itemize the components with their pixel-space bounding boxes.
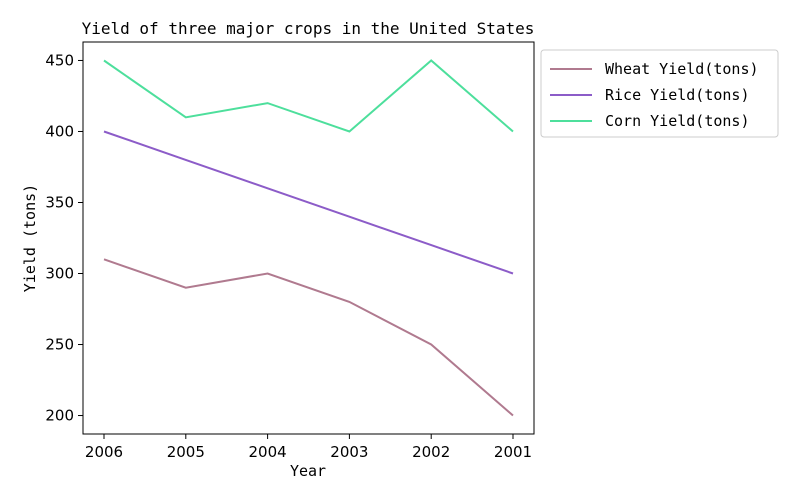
- x-tick-label: 2002: [412, 443, 450, 461]
- x-tick-label: 2004: [249, 443, 287, 461]
- plot-area: [82, 41, 535, 435]
- legend-label-rice: Rice Yield(tons): [605, 86, 750, 104]
- series-lines: [103, 59, 514, 417]
- x-tick-label: 2001: [494, 443, 532, 461]
- x-tick-label: 2003: [330, 443, 368, 461]
- x-tick-label: 2006: [85, 443, 123, 461]
- legend-label-wheat: Wheat Yield(tons): [605, 60, 759, 78]
- y-tick-label: 400: [45, 122, 74, 140]
- y-axis: 200 250 300 350 400 450: [45, 51, 83, 425]
- y-tick-label: 450: [45, 51, 74, 69]
- y-tick-label: 200: [45, 407, 74, 425]
- series-line-wheat: [103, 258, 514, 417]
- y-tick-label: 250: [45, 336, 74, 354]
- series-line-corn: [103, 59, 514, 133]
- y-axis-label: Yield (tons): [21, 184, 39, 292]
- x-tick-label: 2005: [167, 443, 205, 461]
- series-line-rice: [103, 130, 514, 275]
- y-tick-label: 300: [45, 265, 74, 283]
- legend: Wheat Yield(tons) Rice Yield(tons) Corn Yi…: [540, 49, 779, 138]
- legend-box: [540, 49, 779, 138]
- y-tick-label: 350: [45, 193, 74, 211]
- x-axis-label: Year: [290, 462, 326, 480]
- chart-title: Yield of three major crops in the United…: [82, 19, 535, 38]
- x-axis: 2006 2005 2004 2003 2002 2001: [85, 434, 532, 461]
- legend-label-corn: Corn Yield(tons): [605, 112, 750, 130]
